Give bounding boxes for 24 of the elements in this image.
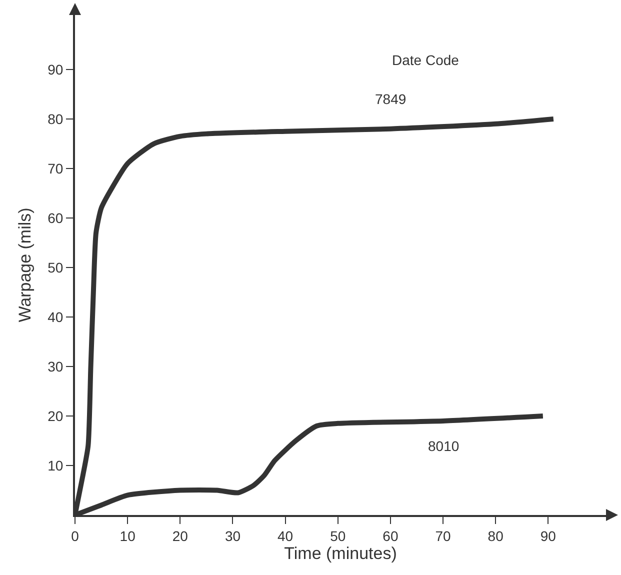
x-tick-label: 70 xyxy=(435,528,452,544)
x-tick-label: 60 xyxy=(382,528,398,544)
y-tick-label: 20 xyxy=(48,408,64,424)
y-tick-label: 70 xyxy=(48,160,64,176)
x-tick-label: 20 xyxy=(172,528,188,544)
x-axis-title: Time (minutes) xyxy=(284,544,397,563)
x-tick-label: 50 xyxy=(330,528,346,544)
x-tick-label: 80 xyxy=(488,528,504,544)
y-tick-label: 80 xyxy=(48,110,64,127)
x-tick-label: 30 xyxy=(224,528,241,544)
x-tick-label: 0 xyxy=(71,528,80,544)
y-tick-label: 30 xyxy=(48,358,64,374)
series-label: 8010 xyxy=(428,438,460,454)
y-tick-label: 60 xyxy=(48,210,64,226)
annotation: Date Code xyxy=(392,52,460,68)
y-tick-label: 10 xyxy=(48,457,64,474)
y-tick-label: 90 xyxy=(48,61,64,78)
x-tick-label: 90 xyxy=(540,528,556,544)
y-axis-title: Warpage (mils) xyxy=(16,208,35,322)
x-tick-label: 10 xyxy=(120,528,136,544)
y-tick-label: 50 xyxy=(48,259,64,276)
x-tick-label: 40 xyxy=(278,528,294,544)
y-tick-label: 40 xyxy=(48,308,64,325)
series-label: 7849 xyxy=(375,91,406,107)
